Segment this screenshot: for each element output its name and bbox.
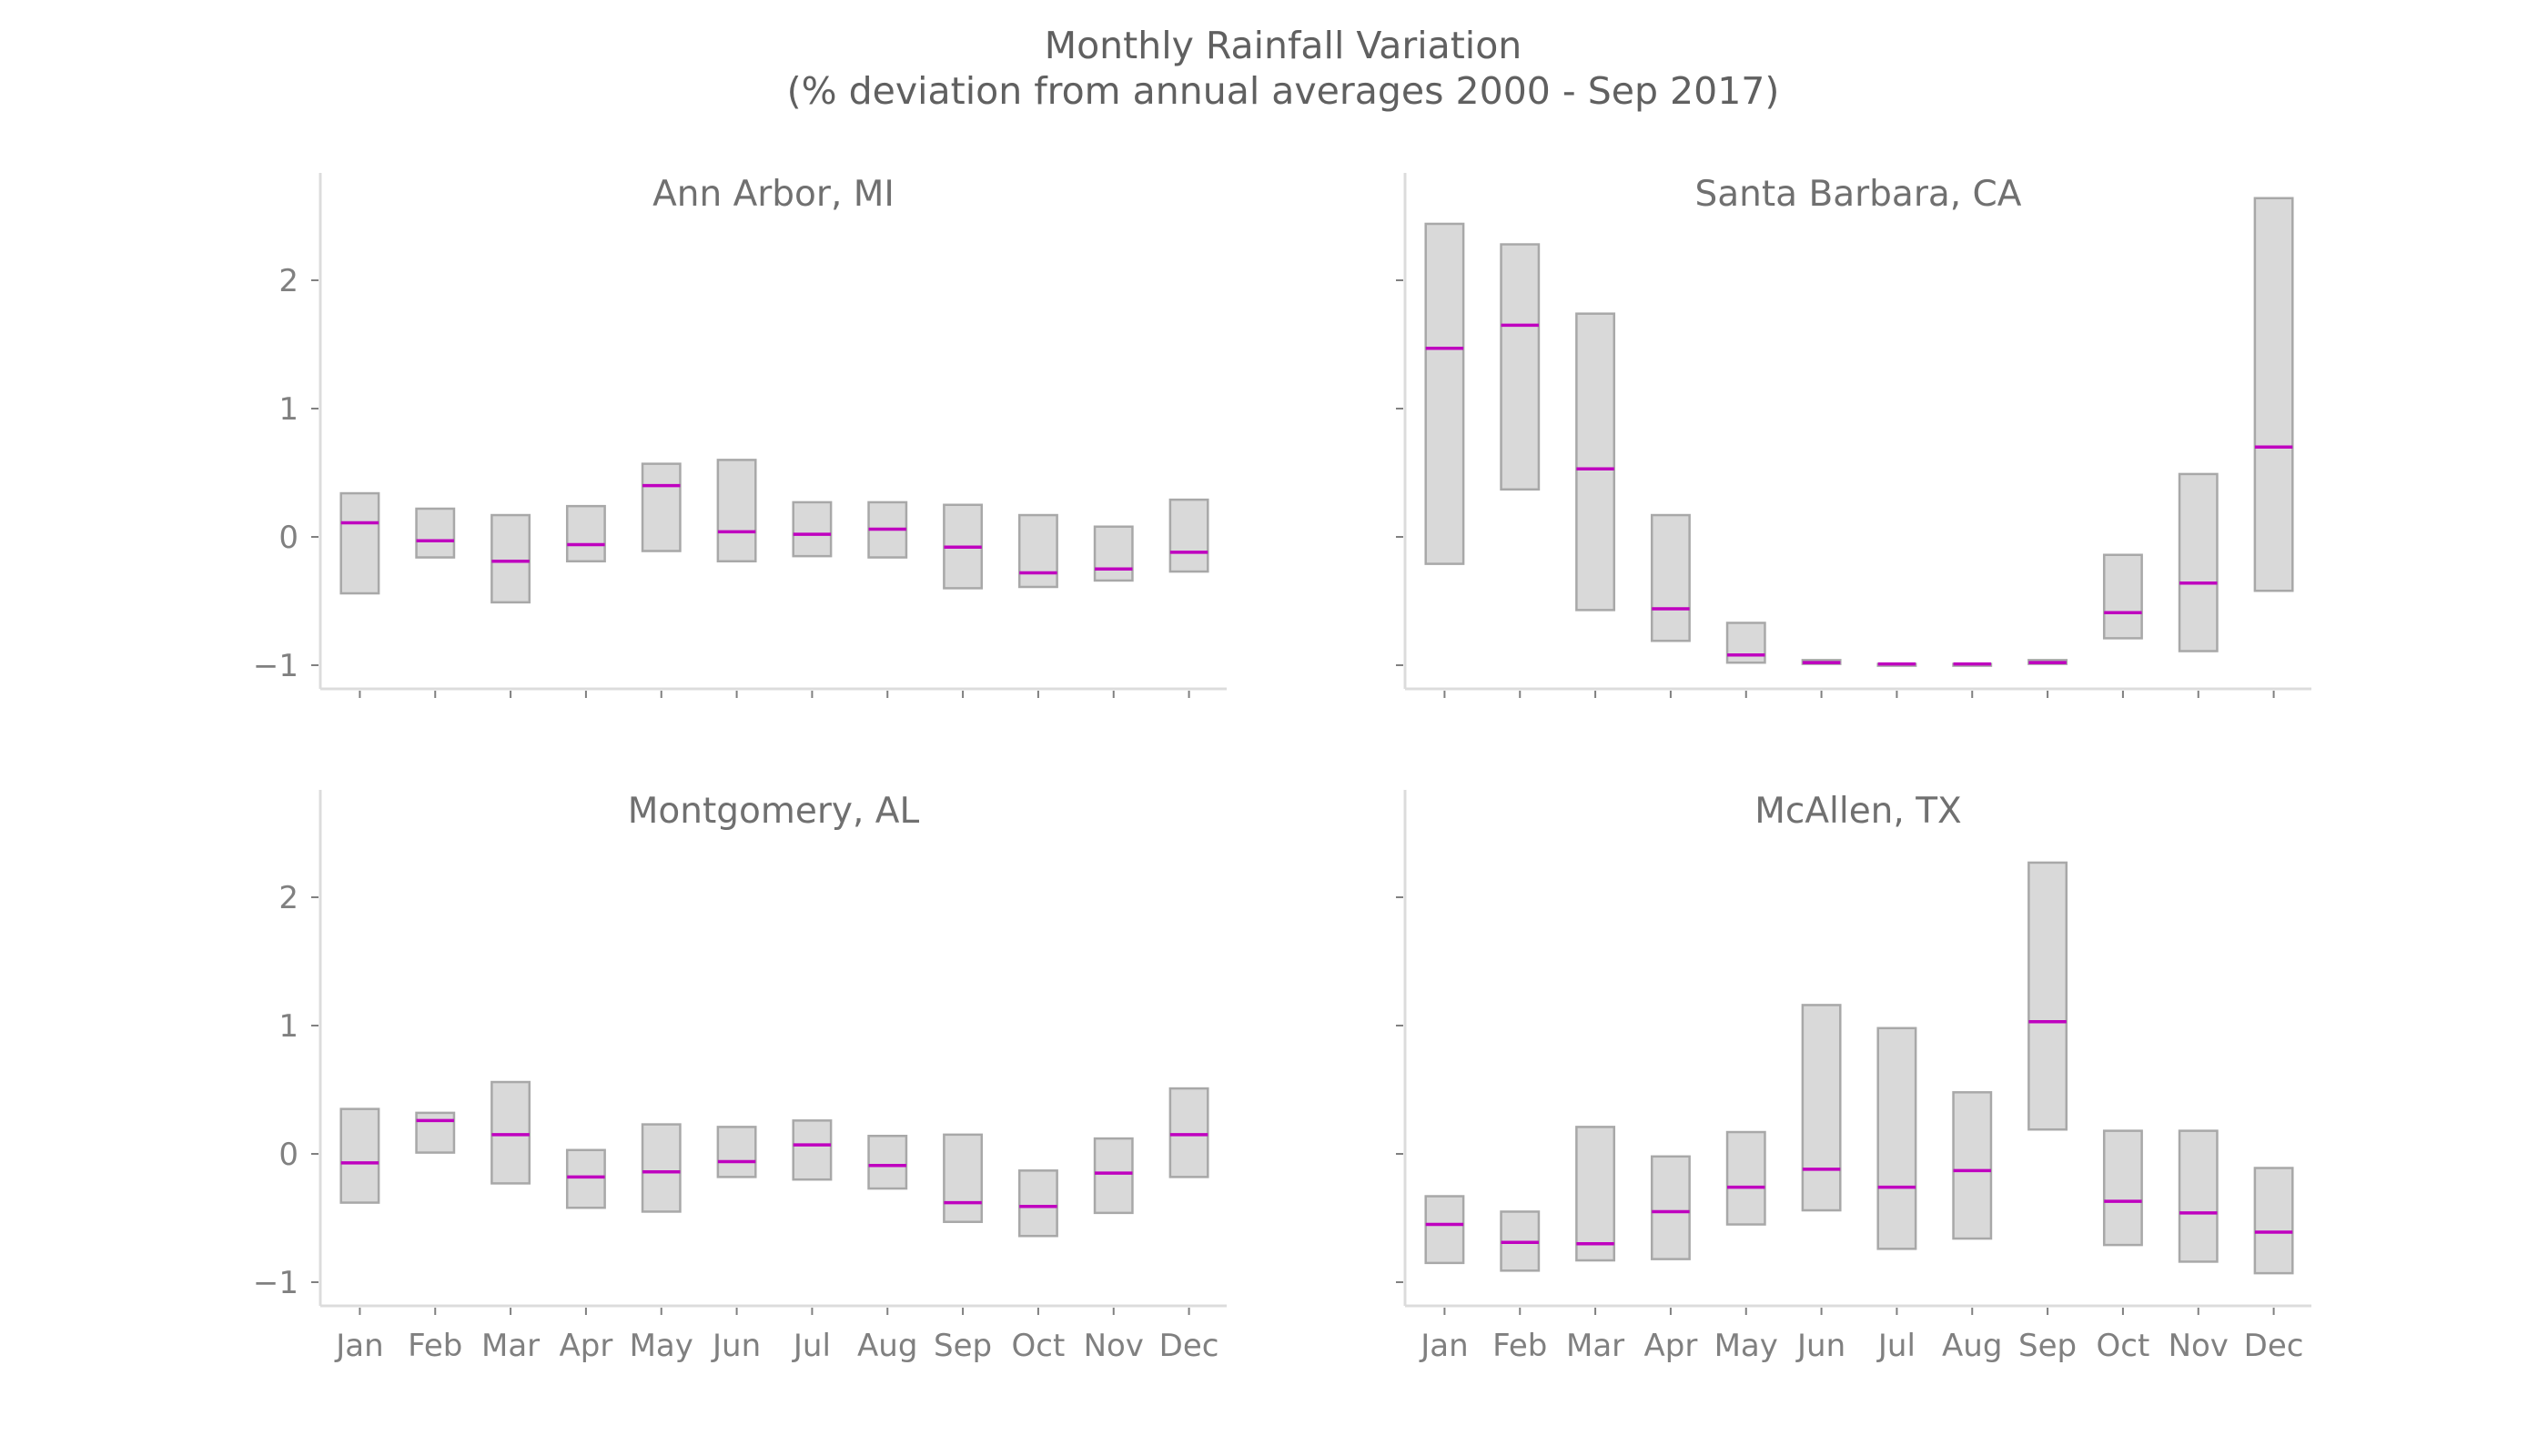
range-box-sep [2027,861,2068,1131]
range-box-feb [415,1111,456,1154]
range-box-oct [1017,513,1058,589]
x-tick-label-sep: Sep [2018,1328,2077,1364]
range-box-may [1725,1130,1766,1226]
range-box-apr [565,1148,606,1209]
range-box-mar [1575,1126,1616,1262]
range-box-nov [2178,1129,2219,1263]
range-box-mar [490,1080,531,1185]
range-box-feb [415,507,456,559]
range-box-apr [565,504,606,563]
range-box-dec [2253,197,2294,592]
range-box-mar [490,513,531,604]
range-box-nov [2178,472,2219,652]
panel-2: Santa Barbara, CA [1396,173,2311,698]
range-box-oct [2102,553,2143,640]
range-box-apr [1650,513,1691,642]
range-box-aug [867,1135,908,1190]
x-tick-label-jul: Jul [1876,1328,1916,1364]
x-tick-label-jun: Jun [711,1328,761,1364]
x-tick-label-jul: Jul [792,1328,831,1364]
y-tick-label: 1 [278,391,298,428]
x-tick-label-jan: Jan [1419,1328,1468,1364]
range-box-dec [1168,498,1209,573]
y-tick-label: 2 [278,263,298,299]
x-tick-label-aug: Aug [1942,1328,2002,1364]
range-box-sep [943,1133,984,1223]
x-tick-label-oct: Oct [2097,1328,2150,1364]
panel-3: Montgomery, AL −1 0 1 2 Jan Feb Mar Apr May Jun Jul… [253,790,1227,1364]
panel-4: McAllen, TX Jan Feb Mar Apr May Jun Jul Aug Sep Oc… [1396,790,2311,1364]
range-box-jun [716,459,757,563]
range-box-feb [1500,243,1541,491]
range-box-jun [716,1126,757,1178]
x-tick-label-nov: Nov [2169,1328,2229,1364]
x-tick-label-dec: Dec [2244,1328,2304,1364]
y-tick-label: 1 [278,1008,298,1045]
range-box-jan [339,491,380,595]
range-box-jun [1801,1004,1842,1212]
x-tick-label-apr: Apr [1644,1328,1698,1364]
range-box-dec [2253,1167,2294,1275]
x-tick-label-may: May [1714,1328,1778,1364]
y-tick-label: −1 [253,1265,298,1301]
range-box-dec [1168,1087,1209,1178]
y-tick-label: 0 [278,1137,298,1173]
y-tick-label: −1 [253,648,298,684]
range-box-jan [1424,222,1465,565]
x-tick-label-mar: Mar [481,1328,540,1364]
range-box-oct [2102,1129,2143,1247]
range-box-jul [792,1119,833,1181]
panel-title: Ann Arbor, MI [652,174,895,215]
x-tick-label-nov: Nov [1084,1328,1144,1364]
x-tick-label-apr: Apr [560,1328,613,1364]
panel-title: Montgomery, AL [628,791,920,832]
x-tick-label-sep: Sep [934,1328,992,1364]
x-tick-label-oct: Oct [1012,1328,1066,1364]
figure-title-line1: Monthly Rainfall Variation [1045,24,1522,67]
range-box-nov [1093,525,1134,582]
range-box-jan [339,1107,380,1204]
range-box-may [641,462,682,552]
range-box-aug [1952,1091,1993,1240]
range-box-oct [1017,1169,1058,1238]
range-box-apr [1650,1155,1691,1260]
x-tick-label-feb: Feb [408,1328,462,1364]
panel-title: McAllen, TX [1754,791,1962,832]
range-box-may [641,1123,682,1213]
range-box-mar [1575,312,1616,612]
panel-title: Santa Barbara, CA [1695,174,2022,215]
x-tick-label-aug: Aug [857,1328,917,1364]
x-tick-label-jan: Jan [334,1328,383,1364]
y-tick-label: 2 [278,880,298,916]
chart-panels: Ann Arbor, MI −1 0 1 2 Santa Barbara, CA Montg… [253,173,2311,1364]
range-box-jan [1424,1195,1465,1265]
x-tick-label-may: May [630,1328,693,1364]
panel-1: Ann Arbor, MI −1 0 1 2 [253,173,1227,698]
x-tick-label-mar: Mar [1566,1328,1624,1364]
x-tick-label-jun: Jun [1795,1328,1845,1364]
range-box-nov [1093,1137,1134,1215]
figure-title-line2: (% deviation from annual averages 2000 -… [787,69,1780,113]
x-tick-label-dec: Dec [1159,1328,1219,1364]
x-tick-label-feb: Feb [1492,1328,1547,1364]
range-box-jul [1876,1026,1917,1250]
range-box-jul [792,500,833,558]
range-box-may [1725,622,1766,664]
y-tick-label: 0 [278,520,298,556]
